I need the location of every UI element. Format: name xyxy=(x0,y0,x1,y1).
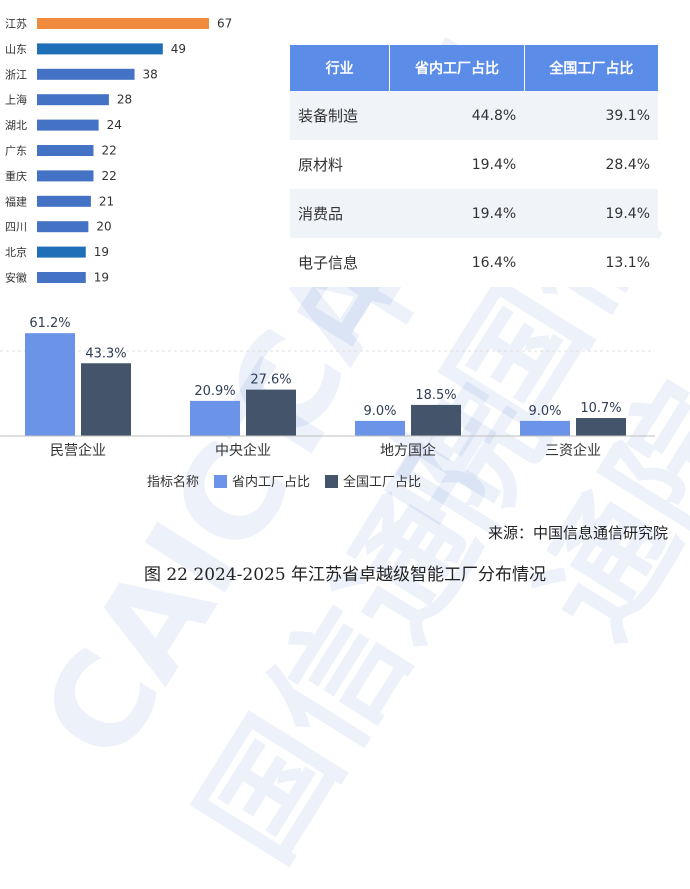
province-bar xyxy=(37,94,109,106)
province-label: 山东 xyxy=(5,43,27,56)
province-bar xyxy=(37,170,94,182)
province-value-label: 19 xyxy=(94,245,109,259)
province-value-label: 49 xyxy=(171,42,186,56)
industry-cell: 消费品 xyxy=(290,189,390,238)
province-label: 上海 xyxy=(5,93,27,107)
table-header-cell: 行业 xyxy=(290,45,391,91)
province-value-label: 22 xyxy=(101,144,116,158)
province-label: 北京 xyxy=(5,245,27,259)
province-bar xyxy=(37,145,94,156)
province-value-label: 38 xyxy=(143,67,158,81)
industry-cell: 电子信息 xyxy=(290,238,390,287)
province-value-label: 22 xyxy=(101,169,116,183)
province-value-label: 19 xyxy=(94,271,109,285)
enterprise-type-bar-chart: 61.2% 20.9% 9.0% 9.0% 43.3% 27.6% 18.5% 10.7% 民营… xyxy=(0,316,655,490)
table-row: 原材料 19.4% 28.4% xyxy=(290,140,658,189)
province-bar xyxy=(37,246,86,258)
source-note: 来源：中国信息通信研究院 xyxy=(487,524,668,542)
enterprise-bar xyxy=(25,333,75,436)
enterprise-bar xyxy=(355,420,405,436)
province-label: 安徽 xyxy=(5,271,27,285)
table-header-cell: 全国工厂占比 xyxy=(524,45,658,91)
enterprise-value-label: 61.2% xyxy=(29,316,70,331)
province-label: 湖北 xyxy=(5,119,27,132)
province-bar xyxy=(37,18,209,29)
enterprise-bar xyxy=(81,363,131,436)
province-bar xyxy=(37,119,99,131)
province-value-label: 24 xyxy=(107,118,122,132)
province-label: 重庆 xyxy=(5,169,27,183)
table-row: 消费品 19.4% 19.4% xyxy=(290,189,658,238)
enterprise-bar xyxy=(520,420,570,436)
enterprise-category-label: 地方国企 xyxy=(380,442,436,459)
province-bar-chart: 江苏 67 山东 49 浙江 38 上海 28 湖北 24 广东 22 重庆 22 福建 21 四川 20 北京 19… xyxy=(5,17,232,285)
enterprise-category-label: 中央企业 xyxy=(215,442,271,459)
enterprise-value-label: 9.0% xyxy=(528,404,561,419)
enterprise-bar xyxy=(246,389,296,436)
province-bar xyxy=(37,43,163,55)
enterprise-value-label: 27.6% xyxy=(250,373,291,388)
enterprise-value-label: 10.7% xyxy=(580,401,621,416)
industry-table: 行业 省内工厂占比 全国工厂占比 装备制造 44.8% 39.1% 原材料 19.4% 28.… xyxy=(290,45,658,287)
table-row: 电子信息 16.4% 13.1% xyxy=(290,238,658,287)
enterprise-bar xyxy=(411,404,461,436)
legend-title: 指标名称 xyxy=(147,474,199,490)
enterprise-value-label: 20.9% xyxy=(194,384,235,399)
percent-cell: 19.4% xyxy=(389,140,525,189)
enterprise-bar xyxy=(190,400,240,436)
percent-cell: 19.4% xyxy=(389,189,525,238)
legend-swatch xyxy=(325,475,338,488)
province-value-label: 28 xyxy=(117,93,132,107)
table-row: 装备制造 44.8% 39.1% xyxy=(290,91,658,140)
industry-cell: 装备制造 xyxy=(290,91,390,140)
legend-label: 全国工厂占比 xyxy=(343,474,421,490)
percent-cell: 39.1% xyxy=(524,91,658,140)
legend-label: 省内工厂占比 xyxy=(232,474,310,490)
percent-cell: 16.4% xyxy=(389,238,525,287)
province-bar xyxy=(37,221,89,233)
figure-caption: 图 22 2024-2025 年江苏省卓越级智能工厂分布情况 xyxy=(143,565,547,585)
enterprise-value-label: 18.5% xyxy=(415,388,456,403)
percent-cell: 19.4% xyxy=(524,189,658,238)
enterprise-value-label: 43.3% xyxy=(85,346,126,361)
enterprise-bar xyxy=(576,418,626,436)
enterprise-category-label: 三资企业 xyxy=(545,442,601,459)
legend-swatch xyxy=(214,475,227,488)
province-value-label: 21 xyxy=(99,194,114,208)
table-body: 装备制造 44.8% 39.1% 原材料 19.4% 28.4% 消费品 19.4% 19.4%… xyxy=(290,91,658,287)
province-value-label: 20 xyxy=(96,220,111,234)
province-label: 四川 xyxy=(5,221,27,234)
table-header-cell: 省内工厂占比 xyxy=(389,45,525,91)
enterprise-value-label: 9.0% xyxy=(363,404,396,419)
table-header-row: 行业 省内工厂占比 全国工厂占比 xyxy=(290,45,658,91)
enterprise-category-label: 民营企业 xyxy=(50,442,106,459)
percent-cell: 44.8% xyxy=(389,91,525,140)
percent-cell: 13.1% xyxy=(524,238,658,287)
province-label: 江苏 xyxy=(5,18,27,31)
province-label: 广东 xyxy=(5,145,27,158)
province-label: 浙江 xyxy=(5,68,27,81)
province-value-label: 67 xyxy=(217,17,232,31)
province-bar xyxy=(37,68,135,80)
percent-cell: 28.4% xyxy=(524,140,658,189)
industry-cell: 原材料 xyxy=(290,140,390,189)
province-bar xyxy=(37,195,91,207)
province-bar xyxy=(37,272,86,283)
province-label: 福建 xyxy=(5,194,27,208)
